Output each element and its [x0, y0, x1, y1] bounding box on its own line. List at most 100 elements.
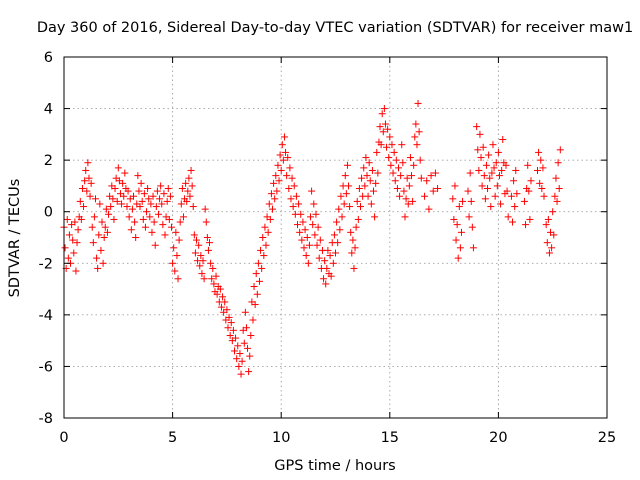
data-point [481, 195, 489, 203]
data-point [300, 244, 308, 252]
data-point [350, 264, 358, 272]
data-point [493, 182, 501, 190]
data-point [171, 267, 179, 275]
data-point [498, 166, 506, 174]
data-point [542, 221, 550, 229]
data-point [484, 185, 492, 193]
data-point [540, 192, 548, 200]
data-point [467, 197, 475, 205]
data-point [260, 252, 268, 260]
y-tick-label: -8 [39, 411, 53, 427]
data-point [91, 195, 99, 203]
data-point [417, 174, 425, 182]
y-tick-label: -6 [39, 359, 53, 375]
data-point [394, 164, 402, 172]
data-point [77, 215, 85, 223]
data-point [188, 182, 196, 190]
data-point [209, 264, 217, 272]
data-point [404, 200, 412, 208]
data-point [128, 205, 136, 213]
data-point [295, 200, 303, 208]
data-point [477, 154, 485, 162]
data-point [195, 241, 203, 249]
data-point [223, 306, 231, 314]
data-point [384, 125, 392, 133]
data-point [78, 185, 86, 193]
data-point [555, 185, 563, 193]
data-point [101, 223, 109, 231]
data-point [486, 174, 494, 182]
data-point [509, 218, 517, 226]
data-point [278, 141, 286, 149]
data-point [494, 148, 502, 156]
data-point [502, 161, 510, 169]
data-point [406, 154, 414, 162]
data-point [241, 308, 249, 316]
data-point [488, 169, 496, 177]
data-point [242, 324, 250, 332]
data-point [201, 205, 209, 213]
data-point [452, 236, 460, 244]
data-point [450, 215, 458, 223]
data-point [247, 331, 255, 339]
data-point [364, 192, 372, 200]
data-point [189, 203, 197, 211]
data-point [376, 123, 384, 131]
data-point [137, 179, 145, 187]
data-point [204, 246, 212, 254]
data-point [315, 254, 323, 262]
data-point [265, 200, 273, 208]
data-point [333, 218, 341, 226]
data-point [107, 203, 115, 211]
data-point [178, 185, 186, 193]
data-point [525, 187, 533, 195]
data-point [229, 326, 237, 334]
x-tick-label: 25 [598, 430, 616, 446]
data-point [97, 246, 105, 254]
data-point [235, 362, 243, 370]
data-point [140, 190, 148, 198]
data-point [172, 228, 180, 236]
data-point [169, 259, 177, 267]
data-point [208, 275, 216, 283]
data-point [213, 290, 221, 298]
data-point [266, 215, 274, 223]
data-point [552, 174, 560, 182]
data-point [425, 205, 433, 213]
data-point [292, 192, 300, 200]
data-point [297, 210, 305, 218]
data-point [71, 218, 79, 226]
data-point [245, 368, 253, 376]
data-point [254, 259, 262, 267]
data-point [311, 231, 319, 239]
data-point [135, 187, 143, 195]
data-point [348, 249, 356, 257]
data-point [342, 190, 350, 198]
data-point [324, 246, 332, 254]
data-point [361, 182, 369, 190]
data-point [313, 241, 321, 249]
data-point [73, 239, 81, 247]
data-point [288, 174, 296, 182]
data-point [322, 280, 330, 288]
data-point [80, 203, 88, 211]
data-point [152, 203, 160, 211]
data-point [163, 197, 171, 205]
data-point [511, 203, 519, 211]
data-point [70, 249, 78, 257]
y-tick-label: -4 [39, 308, 53, 324]
data-point [299, 218, 307, 226]
data-point [522, 221, 530, 229]
data-point [548, 244, 556, 252]
data-point [475, 166, 483, 174]
y-tick-label: 6 [44, 50, 53, 66]
data-point [370, 187, 378, 195]
data-point [234, 342, 242, 350]
data-point [119, 179, 127, 187]
data-point [554, 159, 562, 167]
data-point [95, 231, 103, 239]
data-point [166, 192, 174, 200]
data-point [459, 197, 467, 205]
data-point [270, 179, 278, 187]
